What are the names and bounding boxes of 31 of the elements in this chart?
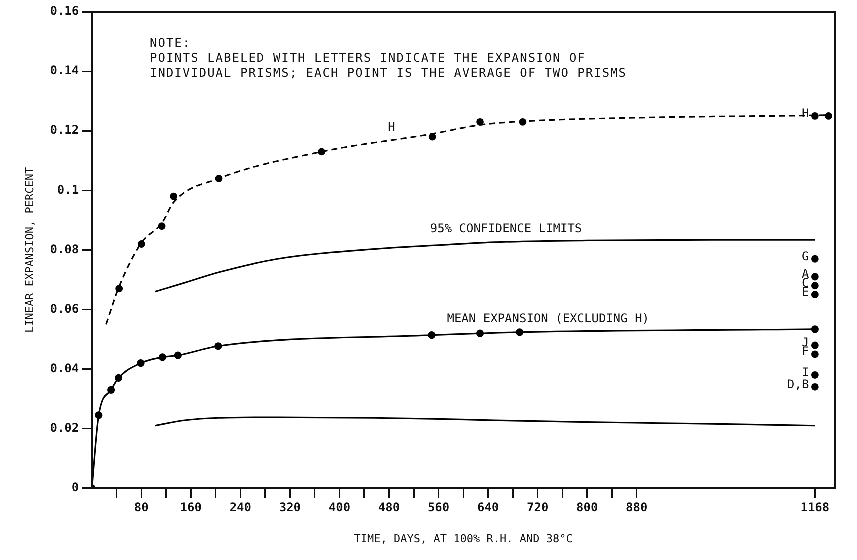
y-tick-label: 0.12 (50, 123, 80, 138)
annotation: I (802, 365, 810, 380)
annotation: 95% CONFIDENCE LIMITS (430, 221, 582, 236)
annotation: H (388, 120, 396, 134)
x-tick-label: 320 (279, 500, 302, 515)
annotation: NOTE: POINTS LABELED WITH LETTERS INDICATE THE EXPANSION OF INDIVIDUAL PRISMS; EACH POINT IS THE AVERAGE OF TWO PRISMS (150, 36, 628, 81)
x-tick-label: 480 (378, 500, 400, 515)
y-tick-label: 0.02 (50, 420, 80, 435)
x-tick-label: 720 (526, 500, 549, 515)
y-tick-label: 0.16 (50, 4, 80, 18)
y-tick-label: 0.1 (57, 182, 80, 197)
x-tick-label: 160 (180, 500, 202, 515)
y-tick-label: 0.04 (50, 361, 80, 376)
y-tick-label: 0.14 (50, 64, 80, 78)
y-tick-label: 0.08 (50, 242, 80, 256)
annotation: MEAN EXPANSION (EXCLUDING H) (447, 312, 650, 326)
y-tick-label: 0 (72, 480, 80, 495)
x-tick-label: 240 (230, 500, 252, 515)
x-tick-label: 800 (576, 500, 598, 515)
x-tick-label: 640 (477, 500, 500, 515)
annotation: H (802, 106, 810, 120)
y-tick-label: 0.06 (50, 302, 80, 316)
x-axis-title: TIME, DAYS, AT 100% R.H. AND 38°C (354, 532, 573, 546)
x-tick-label: 80 (134, 500, 149, 515)
annotation: G (802, 249, 810, 264)
x-tick-label: 400 (328, 500, 351, 515)
y-axis-title: LINEAR EXPANSION, PERCENT (23, 167, 36, 333)
x-tick-label: 880 (626, 500, 648, 515)
x-tick-label: 1168 (800, 500, 830, 515)
x-tick-label: 560 (428, 500, 450, 515)
annotation: D,B (788, 377, 810, 392)
